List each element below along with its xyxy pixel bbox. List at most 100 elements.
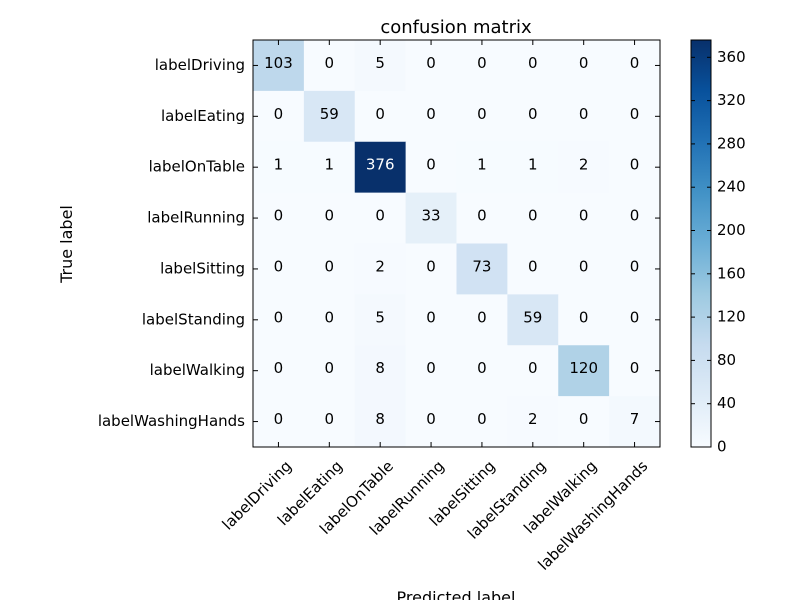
cell-value-label: 0 — [426, 54, 436, 72]
heatmap-cell — [405, 192, 457, 244]
heatmap-cell — [354, 40, 407, 92]
heatmap-cell — [303, 294, 356, 346]
cell-value-label: 0 — [274, 359, 284, 377]
cell-value-label: 0 — [579, 410, 589, 428]
cell-value-label: 0 — [477, 54, 487, 72]
heatmap-cell — [456, 345, 508, 397]
cell-value-label: 7 — [630, 410, 640, 428]
cell-value-label: 8 — [375, 410, 385, 428]
heatmap-cell — [253, 40, 305, 92]
heatmap-cell — [354, 345, 407, 397]
cell-value-label: 0 — [325, 207, 335, 225]
heatmap-cell — [609, 294, 661, 346]
heatmap-cell — [303, 141, 356, 194]
heatmap-cell — [253, 141, 305, 194]
cell-value-labels: 103 0 5 0 0 0 0 00 59 0 0 0 0 0 01 1 376 0 1 1 2 00 0 0 33 0 0 0 00 0… — [264, 54, 639, 428]
heatmap-cell — [253, 396, 305, 448]
heatmap-cell — [609, 90, 661, 143]
heatmap-cell — [405, 141, 457, 194]
heatmap-cell — [609, 396, 661, 448]
heatmap-cell — [507, 396, 559, 448]
heatmap-cell — [456, 141, 508, 194]
heatmap-cell — [405, 345, 457, 397]
colorbar-tick-label: 200 — [717, 221, 746, 239]
colorbar-tick-label: 0 — [717, 438, 727, 456]
heatmap-cell — [558, 40, 610, 92]
cell-value-label: 5 — [375, 308, 385, 326]
heatmap-cell — [609, 345, 661, 397]
heatmap-cell — [507, 40, 559, 92]
cell-value-label: 8 — [375, 359, 385, 377]
cell-value-label: 0 — [630, 105, 640, 123]
cell-value-label: 0 — [477, 410, 487, 428]
heatmap-cell — [303, 90, 356, 143]
cell-value-label: 0 — [274, 257, 284, 275]
colorbar-ticks: 0 40 80 120 160 200 240 280 320 360 — [691, 48, 746, 456]
heatmap-cell — [507, 294, 559, 346]
colorbar-tick-label: 160 — [717, 264, 746, 282]
y-tick-label: labelWalking — [150, 361, 245, 379]
cell-value-label: 0 — [426, 359, 436, 377]
cell-value-label: 1 — [325, 156, 335, 174]
heatmap-cell — [609, 141, 661, 194]
cell-value-label: 0 — [477, 207, 487, 225]
x-tick-labels: labelDrivinglabelEatinglabelOnTablelabel… — [219, 457, 652, 574]
heatmap-cell — [303, 40, 356, 92]
cell-value-label: 0 — [477, 308, 487, 326]
heatmap-cell — [303, 396, 356, 448]
chart-title: confusion matrix — [380, 17, 532, 38]
cell-value-label: 0 — [274, 410, 284, 428]
heatmap-cell — [253, 345, 305, 397]
cell-value-label: 0 — [426, 257, 436, 275]
y-tick-label: labelWashingHands — [98, 412, 245, 430]
cell-value-label: 0 — [528, 207, 538, 225]
heatmap-cell — [609, 243, 661, 295]
heatmap-cell — [456, 192, 508, 244]
cell-value-label: 0 — [579, 105, 589, 123]
plot-frame — [252, 39, 661, 448]
heatmap-cell — [303, 345, 356, 397]
colorbar-tick-label: 240 — [717, 178, 746, 196]
cell-value-label: 0 — [325, 308, 335, 326]
cell-value-label: 0 — [477, 359, 487, 377]
cell-value-label: 0 — [325, 410, 335, 428]
heatmap-cell — [303, 192, 356, 244]
cell-value-label: 5 — [375, 54, 385, 72]
cell-value-label: 2 — [579, 156, 589, 174]
heatmap-cell — [354, 243, 407, 295]
cell-value-label: 0 — [325, 359, 335, 377]
cell-value-label: 0 — [528, 105, 538, 123]
y-axis-label: True label — [57, 205, 76, 284]
heatmap-cell — [609, 40, 661, 92]
heatmap-cell — [253, 243, 305, 295]
heatmap-cell — [354, 294, 407, 346]
heatmap-cell — [405, 90, 457, 143]
y-tick-label: labelStanding — [142, 310, 245, 328]
cell-value-label: 0 — [630, 156, 640, 174]
heatmap-cell — [558, 192, 610, 244]
axis-ticks — [253, 40, 660, 447]
cell-value-label: 59 — [320, 105, 339, 123]
heatmap-cell — [558, 345, 610, 397]
cell-value-label: 0 — [528, 54, 538, 72]
heatmap-cell — [456, 243, 508, 295]
cell-value-label: 0 — [274, 207, 284, 225]
heatmap-cells — [253, 40, 661, 448]
cell-value-label: 2 — [528, 410, 538, 428]
cell-value-label: 0 — [274, 308, 284, 326]
cell-value-label: 0 — [630, 257, 640, 275]
heatmap-cell — [405, 396, 457, 448]
heatmap-cell — [507, 141, 559, 194]
heatmap-cell — [405, 243, 457, 295]
heatmap-cell — [456, 294, 508, 346]
heatmap-cell — [253, 192, 305, 244]
y-tick-label: labelRunning — [147, 209, 245, 227]
colorbar-tick-label: 320 — [717, 91, 746, 109]
cell-value-label: 0 — [274, 105, 284, 123]
cell-value-label: 0 — [528, 359, 538, 377]
cell-value-label: 0 — [579, 207, 589, 225]
cell-value-label: 59 — [523, 308, 542, 326]
heatmap-cell — [507, 192, 559, 244]
heatmap-cell — [354, 90, 407, 143]
heatmap-cell — [405, 294, 457, 346]
